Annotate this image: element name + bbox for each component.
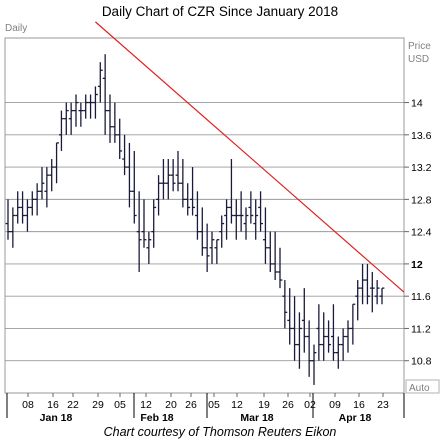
x-day-label: 16 (353, 399, 365, 411)
y-tick-label: 11.6 (411, 291, 431, 303)
panel-label: Daily (5, 23, 27, 34)
chart-caption: Chart courtesy of Thomson Reuters Eikon (104, 425, 337, 439)
y-tick-label: 11.2 (411, 323, 431, 335)
x-day-label: 26 (282, 399, 294, 411)
ohlc-bars (5, 54, 385, 385)
y-tick-label: 12 (411, 259, 423, 271)
auto-scale-box (405, 379, 440, 394)
x-day-label: 26 (185, 399, 197, 411)
resistance-trendline (95, 21, 405, 293)
auto-scale-label: Auto (409, 383, 430, 394)
x-day-label: 12 (140, 399, 152, 411)
chart-title: Daily Chart of CZR Since January 2018 (102, 4, 338, 19)
grid-lines (5, 102, 409, 362)
x-day-label: 23 (377, 399, 389, 411)
y-tick-label: 14 (411, 98, 423, 110)
x-month-label: Apr 18 (339, 412, 372, 424)
x-day-label: 19 (258, 399, 270, 411)
y-tick-labels: 10.8 11.2 11.6 12 12.4 12.8 13.2 13.6 14 (411, 98, 432, 368)
x-day-label: 09 (329, 399, 341, 411)
x-month-label: Jan 18 (40, 412, 73, 424)
y-axis-unit: USD (408, 54, 429, 65)
x-month-label: Mar 18 (240, 412, 273, 424)
y-tick-label: 13.6 (411, 130, 432, 142)
y-tick-label: 13.2 (411, 162, 432, 174)
x-axis-ticks (6, 393, 405, 418)
y-tick-label: 10.8 (411, 356, 432, 368)
y-tick-label: 12.4 (411, 227, 432, 239)
x-day-label: 16 (47, 399, 59, 411)
y-tick-label: 12.8 (411, 194, 432, 206)
plot-frame (4, 37, 405, 394)
x-day-label: 05 (114, 399, 126, 411)
x-day-label: 08 (22, 399, 34, 411)
x-day-label: 12 (231, 399, 243, 411)
y-axis-title: Price (408, 41, 431, 52)
x-day-label: 29 (92, 399, 104, 411)
x-day-label: 22 (67, 399, 79, 411)
x-month-label: Feb 18 (140, 412, 173, 424)
x-day-label: 05 (208, 399, 220, 411)
x-day-label: 02 (304, 399, 316, 411)
x-day-label: 20 (165, 399, 177, 411)
